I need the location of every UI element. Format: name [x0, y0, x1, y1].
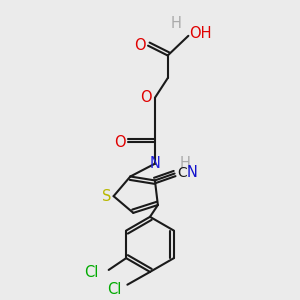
- Text: N: N: [149, 156, 161, 171]
- Text: O: O: [134, 38, 146, 53]
- Text: OH: OH: [189, 26, 212, 41]
- Text: C: C: [178, 166, 187, 180]
- Text: O: O: [140, 90, 152, 105]
- Text: S: S: [102, 189, 112, 204]
- Text: N: N: [186, 165, 197, 180]
- Text: Cl: Cl: [85, 266, 99, 280]
- Text: Cl: Cl: [107, 282, 122, 297]
- Text: H: H: [170, 16, 181, 31]
- Text: O: O: [114, 135, 125, 150]
- Text: H: H: [179, 156, 191, 171]
